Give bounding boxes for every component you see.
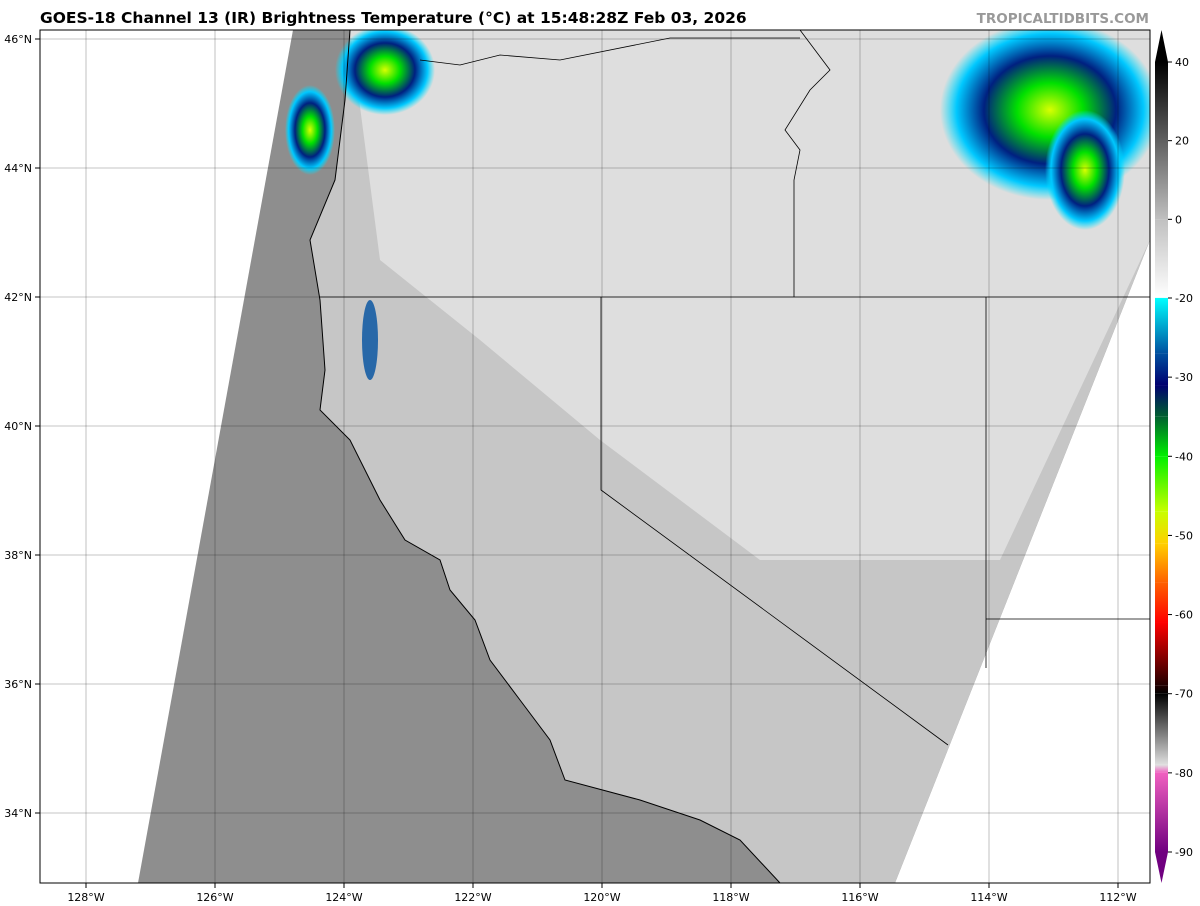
colorbar-segment [1155,353,1168,386]
colorbar-segment [1155,297,1168,299]
colorbar-tick-label: -90 [1175,846,1193,859]
cold-cloud-top [335,30,435,115]
lat-tick-label: 40°N [4,420,32,433]
coastline [309,30,781,883]
colorbar-segment [1155,298,1168,354]
colorbar-tick-label: -50 [1175,529,1193,542]
colorbar-segment [1155,582,1168,623]
colorbar-min-extend [1155,852,1168,883]
lon-tick-label: 118°W [712,891,749,904]
lat-tick-label: 44°N [4,162,32,175]
colorbar-tick-label: -70 [1175,688,1193,701]
map-title: GOES-18 Channel 13 (IR) Brightness Tempe… [40,9,747,27]
colorbar-segment [1155,622,1168,686]
colorbar-segment [1155,764,1168,773]
state-border [784,30,831,297]
colorbar: 40 20 0 -20 -30 -40 -50 -60 -70 -80 -90 [1155,30,1193,883]
lon-tick-label: 112°W [1099,891,1136,904]
watermark: TROPICALTIDBITS.COM [976,11,1149,27]
colorbar-tick-label: -30 [1175,371,1193,384]
colorbar-segment [1155,219,1168,298]
colorbar-segment [1155,385,1168,417]
colorbar-tick-label: 20 [1175,135,1189,148]
colorbar-segment [1155,693,1168,765]
lat-tick-label: 46°N [4,33,32,46]
colorbar-max-extend [1155,30,1168,62]
lat-tick-label: 38°N [4,549,32,562]
map-area [40,30,1150,883]
colorbar-tick-label: -20 [1175,292,1193,305]
cold-cloud-top [1045,110,1125,230]
lon-tick-label: 120°W [583,891,620,904]
colorbar-tick-label: -80 [1175,767,1193,780]
colorbar-tick-label: 40 [1175,56,1189,69]
lon-tick-label: 124°W [325,891,362,904]
lon-tick-label: 116°W [841,891,878,904]
cold-cloud-top [362,300,378,380]
lat-tick-label: 42°N [4,291,32,304]
map-frame [39,29,1151,884]
lat-tick-label: 34°N [4,807,32,820]
lon-tick-label: 114°W [970,891,1007,904]
colorbar-segment [1155,456,1168,512]
cold-cloud-top [285,85,335,175]
colorbar-segment [1155,772,1168,852]
lon-tick-label: 128°W [67,891,104,904]
state-border [600,297,949,746]
state-border [419,37,800,66]
colorbar-segment [1155,511,1168,544]
lon-tick-label: 122°W [454,891,491,904]
colorbar-segment [1155,416,1168,457]
lat-tick-label: 36°N [4,678,32,691]
colorbar-segment [1155,62,1168,220]
colorbar-segment [1155,685,1168,694]
colorbar-tick-label: 0 [1175,213,1182,226]
high-cloud-area [350,30,1150,560]
colorbar-tick-label: -60 [1175,609,1193,622]
lon-tick-label: 126°W [196,891,233,904]
colorbar-segment [1155,543,1168,583]
colorbar-tick-label: -40 [1175,450,1193,463]
